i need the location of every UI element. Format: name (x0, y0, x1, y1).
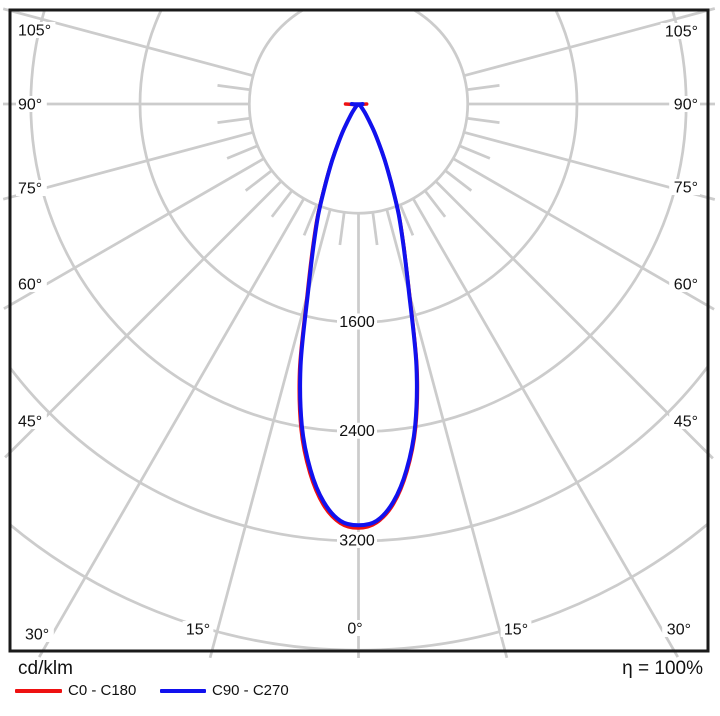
label-background (669, 276, 700, 292)
label-background (23, 626, 54, 642)
angle-label: 60° (674, 277, 698, 294)
label-background (337, 531, 377, 548)
curve-c90-c270 (298, 102, 419, 528)
radial-value-label: 1600 (339, 314, 375, 331)
label-background (500, 621, 532, 637)
angle-spoke (411, 197, 679, 658)
minor-angle-tick (217, 84, 251, 92)
angle-spoke (38, 197, 306, 658)
label-background (16, 180, 47, 196)
angle-label: 60° (18, 277, 42, 294)
angle-label: 15° (186, 622, 210, 639)
minor-angle-tick (458, 144, 491, 160)
label-background (182, 621, 214, 637)
radial-value-label: 3200 (339, 532, 375, 549)
label-background (16, 413, 47, 429)
radial-value-label: 2400 (339, 423, 375, 440)
minor-angle-tick (226, 144, 259, 160)
angle-label: 15° (504, 622, 528, 639)
angle-label: 105° (18, 23, 51, 40)
angle-label: 0° (347, 621, 362, 638)
angle-spoke (2, 7, 254, 78)
unit-label: cd/klm (18, 658, 73, 679)
legend-label-c90-c270: C90 - C270 (212, 682, 289, 699)
minor-angle-tick (466, 84, 500, 92)
angle-label: 30° (25, 627, 49, 644)
minor-angle-tick (466, 116, 500, 124)
diagram-frame (8, 8, 710, 653)
angle-spoke (463, 7, 716, 78)
minor-angle-tick (399, 204, 415, 236)
grid-circle (10, 363, 708, 543)
label-background (660, 23, 700, 39)
minor-angle-tick (302, 204, 318, 236)
angle-label: 45° (18, 414, 42, 431)
angle-label: 45° (674, 414, 698, 431)
angle-label: 75° (18, 181, 42, 198)
label-background (669, 413, 700, 429)
angle-spoke (4, 180, 283, 459)
minor-angle-tick (338, 212, 346, 246)
angle-spoke (434, 180, 714, 460)
angle-label: 90° (674, 97, 698, 114)
label-background (343, 620, 367, 636)
label-background (16, 96, 47, 112)
label-background (337, 313, 377, 330)
angle-label: 105° (665, 24, 698, 41)
legend: C0 - C180 C90 - C270 (0, 681, 720, 703)
minor-angle-tick (270, 189, 294, 218)
minor-angle-tick (444, 169, 473, 192)
minor-angle-tick (371, 212, 379, 246)
label-background (16, 22, 56, 38)
angle-label: 75° (674, 180, 698, 197)
label-background (337, 422, 377, 439)
diagram-labels: 105° 90° 75° 60° 45° 30° 105° 90° 75° 60° 45° 30° 15… (16, 22, 700, 644)
minor-angle-tick (423, 189, 447, 218)
label-background (662, 621, 693, 637)
legend-line-c0-c180-icon (15, 689, 62, 693)
label-background (669, 96, 700, 112)
label-background (16, 276, 47, 292)
efficiency-label: η = 100% (622, 658, 703, 679)
label-background (669, 179, 700, 195)
polar-diagram-svg: 105° 90° 75° 60° 45° 30° 105° 90° 75° 60° 45° 30° 15… (2, 7, 716, 659)
angle-label: 30° (667, 622, 691, 639)
angle-spoke (3, 157, 265, 310)
angle-label: 90° (18, 97, 42, 114)
legend-line-c90-c270-icon (160, 689, 206, 693)
angle-spoke (385, 209, 509, 659)
legend-label-c0-c180: C0 - C180 (68, 682, 137, 699)
minor-angle-tick (244, 169, 273, 192)
minor-angle-tick (217, 116, 251, 124)
angle-spoke (208, 209, 332, 659)
